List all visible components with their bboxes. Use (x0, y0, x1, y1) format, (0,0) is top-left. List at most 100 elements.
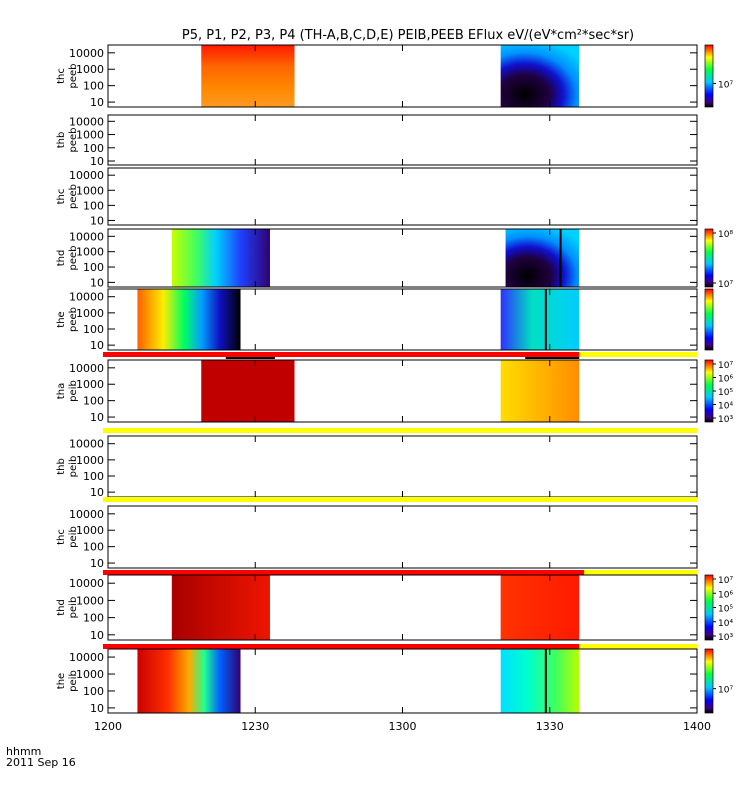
y-tick-label: 10 (90, 339, 104, 352)
quality-strip-red (103, 352, 580, 357)
colorbar-tick-label: 10⁶ (718, 590, 733, 600)
panel-probe-label: the (56, 311, 67, 327)
y-tick-label: 10000 (69, 438, 104, 451)
colorbar-tick-label: 10⁷ (718, 686, 733, 696)
colorbar (704, 648, 714, 714)
spectrogram-block (505, 229, 580, 287)
spectrogram-block (500, 360, 580, 422)
panel-product-label: peib (68, 456, 79, 478)
y-tick-label: 10000 (69, 508, 104, 521)
colorbar (704, 359, 714, 423)
panel-probe-label: thc (56, 529, 67, 545)
x-tick-label: 1400 (683, 720, 711, 733)
x-tick-label: 1330 (536, 720, 564, 733)
y-tick-label: 1000 (76, 63, 104, 76)
y-tick-label: 1000 (76, 246, 104, 259)
y-tick-label: 1000 (76, 524, 104, 537)
panel-frame (107, 505, 698, 569)
y-tick-label: 100 (83, 685, 104, 698)
spectrogram-block (137, 289, 241, 350)
y-tick-label: 100 (83, 541, 104, 554)
panel-product-label: peeb (68, 184, 79, 209)
y-tick-label: 100 (83, 470, 104, 483)
x-tick-label: 1230 (241, 720, 269, 733)
data-gap-stripe (559, 229, 562, 287)
y-tick-label: 10 (90, 411, 104, 424)
y-tick-label: 1000 (76, 307, 104, 320)
y-tick-label: 100 (83, 395, 104, 408)
panel-frame (107, 167, 698, 226)
y-tick-label: 100 (83, 323, 104, 336)
y-tick-label: 100 (83, 199, 104, 212)
panel-product-label: peib (68, 526, 79, 548)
panel-product-label: peeb (68, 307, 79, 332)
panel-probe-label: tha (56, 383, 67, 399)
y-tick-label: 1000 (76, 668, 104, 681)
colorbar-tick-label: 10⁵ (718, 388, 733, 398)
panel-frame (107, 114, 698, 166)
spectrogram-block (500, 649, 580, 713)
y-tick-label: 10000 (69, 291, 104, 304)
spectrogram-block (201, 360, 295, 422)
colorbar-tick-label: 10⁷ (718, 576, 733, 586)
panel-probe-label: thc (56, 189, 67, 205)
y-tick-label: 10000 (69, 115, 104, 128)
colorbar-tick-label: 10⁸ (718, 230, 733, 240)
colorbar (704, 574, 714, 641)
panel-probe-label: thc (56, 68, 67, 84)
colorbar-tick-label: 10⁷ (718, 280, 733, 290)
y-tick-label: 10 (90, 702, 104, 715)
panel-product-label: peib (68, 380, 79, 402)
spectrogram-block (137, 649, 241, 713)
y-tick-label: 10000 (69, 651, 104, 664)
y-tick-label: 1000 (76, 594, 104, 607)
y-tick-label: 10000 (69, 577, 104, 590)
y-tick-label: 100 (83, 80, 104, 93)
panel-product-label: peib (68, 670, 79, 692)
y-tick-label: 10000 (69, 230, 104, 243)
colorbar (704, 288, 714, 351)
y-tick-label: 10 (90, 96, 104, 109)
y-tick-label: 10 (90, 557, 104, 570)
y-tick-label: 10 (90, 276, 104, 289)
panel-product-label: peib (68, 597, 79, 619)
spectrogram-block (500, 289, 580, 350)
quality-strip (103, 428, 697, 433)
panel-probe-label: thb (56, 132, 67, 149)
y-tick-label: 100 (83, 612, 104, 625)
spectrogram-block (201, 45, 295, 107)
y-tick-label: 10 (90, 155, 104, 168)
panel-frame (107, 435, 698, 498)
colorbar-tick-label: 10⁶ (718, 375, 733, 385)
x-tick-label: 1300 (389, 720, 417, 733)
colorbar-tick-label: 10³ (718, 633, 733, 643)
y-tick-label: 1000 (76, 378, 104, 391)
colorbar-tick-label: 10⁴ (718, 619, 733, 629)
y-tick-label: 1000 (76, 454, 104, 467)
quality-strip-gap (525, 357, 580, 359)
footer-hhmm-label: hhmm (6, 745, 42, 758)
spectrogram-block (500, 575, 580, 640)
panel-probe-label: thd (56, 250, 67, 267)
y-tick-label: 10 (90, 214, 104, 227)
panel-probe-label: thb (56, 458, 67, 475)
panel-product-label: peeb (68, 128, 79, 153)
footer-date-label: 2011 Sep 16 (6, 756, 76, 769)
panel-probe-label: the (56, 673, 67, 689)
colorbar-tick-label: 10³ (718, 415, 733, 425)
colorbar (704, 228, 714, 288)
colorbar-tick-label: 10⁷ (718, 80, 733, 90)
x-tick-label: 1200 (94, 720, 122, 733)
panel-product-label: peeb (68, 64, 79, 89)
y-tick-label: 10000 (69, 47, 104, 60)
y-tick-label: 100 (83, 142, 104, 155)
panel-frame (107, 44, 698, 108)
colorbar-tick-label: 10⁷ (718, 361, 733, 371)
y-tick-label: 10 (90, 629, 104, 642)
spectrogram-block (171, 229, 270, 287)
quality-strip-red (103, 570, 585, 575)
y-tick-label: 1000 (76, 184, 104, 197)
quality-strip-gap (225, 357, 275, 359)
panel-frame (107, 359, 698, 423)
